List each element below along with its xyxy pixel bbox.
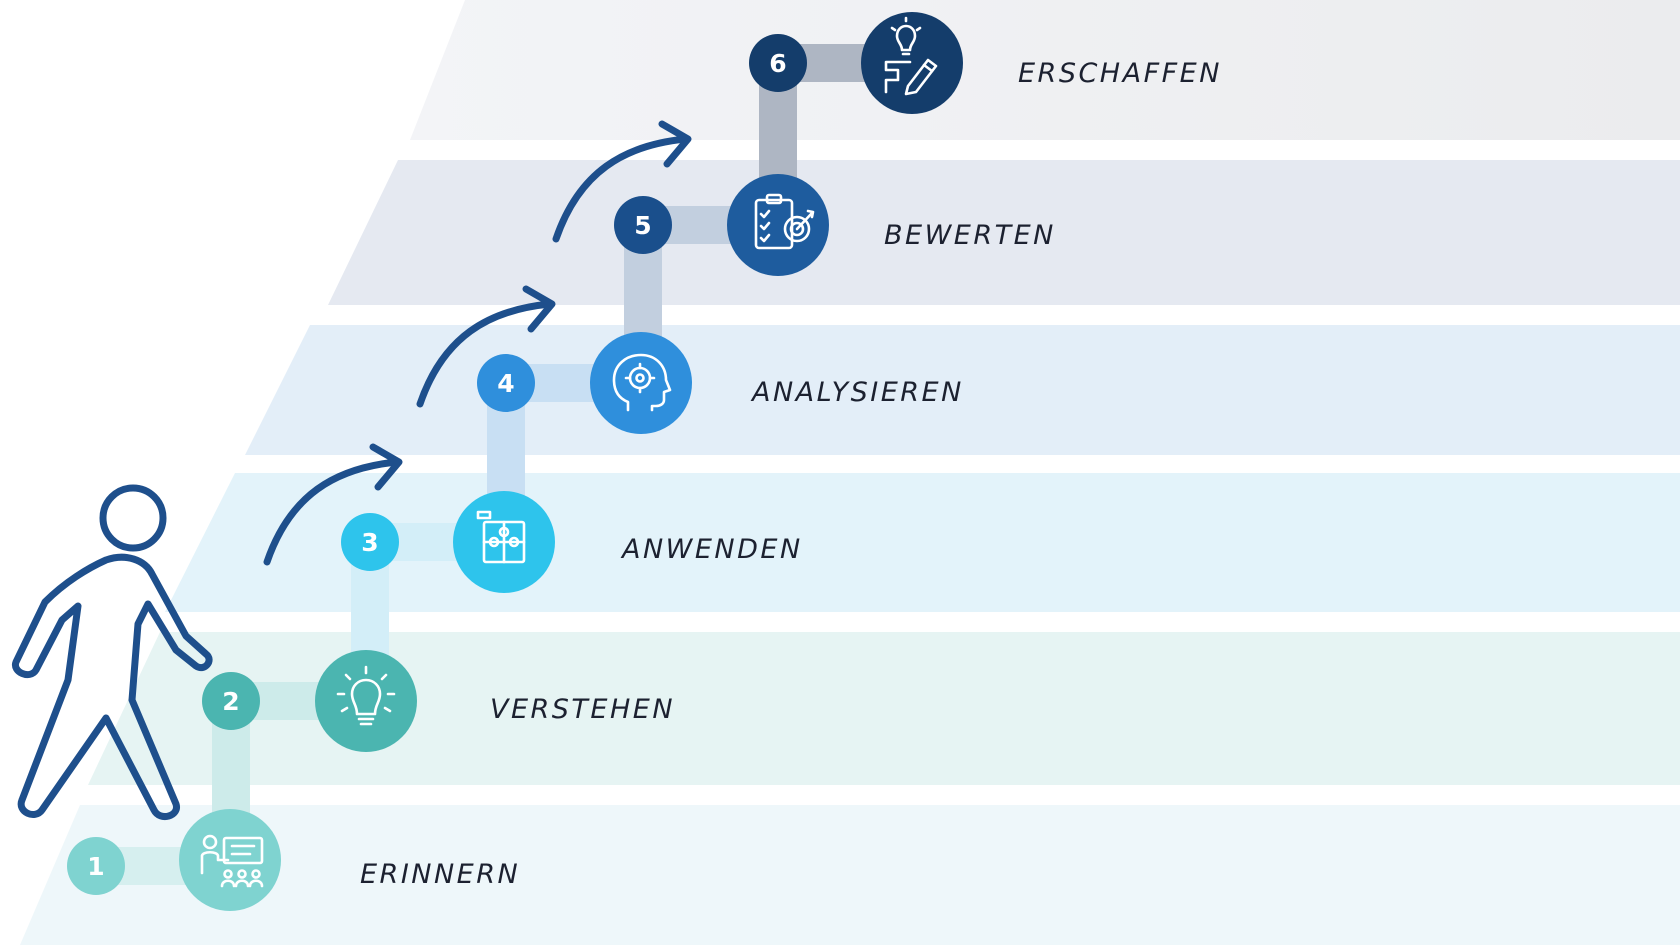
level-label: VERSTEHEN xyxy=(490,694,675,725)
step-1: 1 ERINNERN xyxy=(67,809,520,911)
level-label: ERSCHAFFEN xyxy=(1018,58,1222,89)
step-number: 2 xyxy=(222,687,239,716)
teacher-presentation-icon xyxy=(200,834,264,888)
curved-arrow-icon xyxy=(416,285,556,408)
clipboard-target-icon xyxy=(754,193,815,250)
band-level-3 xyxy=(165,473,1680,612)
icon-circle xyxy=(179,809,281,911)
stair-bands xyxy=(20,0,1680,945)
step-number: 1 xyxy=(87,852,104,881)
step-badge xyxy=(749,34,807,92)
level-label: ANALYSIEREN xyxy=(750,377,964,408)
band-level-2 xyxy=(88,632,1680,785)
level-label: ANWENDEN xyxy=(620,534,803,565)
walking-person-icon xyxy=(12,484,213,821)
band-level-5 xyxy=(328,160,1680,305)
puzzle-icon xyxy=(476,510,526,564)
band-level-1 xyxy=(20,805,1680,945)
step-badge xyxy=(67,837,125,895)
level-label: ERINNERN xyxy=(360,859,520,890)
band-level-6 xyxy=(410,0,1680,140)
step-number: 4 xyxy=(497,369,514,398)
step-number: 6 xyxy=(769,49,786,78)
lightbulb-icon xyxy=(336,665,396,726)
step-badge xyxy=(341,513,399,571)
idea-pencil-icon xyxy=(884,16,938,96)
curved-arrow-icon xyxy=(552,120,692,243)
step-3: 3 ANWENDEN xyxy=(341,491,803,593)
step-badge xyxy=(202,672,260,730)
brain-gear-head-icon xyxy=(612,353,672,412)
step-5: 5 BEWERTEN xyxy=(614,174,1056,276)
icon-circle xyxy=(727,174,829,276)
step-number: 3 xyxy=(361,528,378,557)
step-number: 5 xyxy=(634,211,651,240)
step-badge xyxy=(477,354,535,412)
level-label: BEWERTEN xyxy=(884,220,1056,251)
icon-circle xyxy=(590,332,692,434)
step-4: 4 ANALYSIEREN xyxy=(477,332,964,434)
step-2: 2 VERSTEHEN xyxy=(202,650,675,752)
icon-circle xyxy=(315,650,417,752)
step-6: 6 ERSCHAFFEN xyxy=(749,12,1222,114)
step-badge xyxy=(614,196,672,254)
progress-arrows xyxy=(263,120,692,566)
curved-arrow-icon xyxy=(263,443,403,566)
